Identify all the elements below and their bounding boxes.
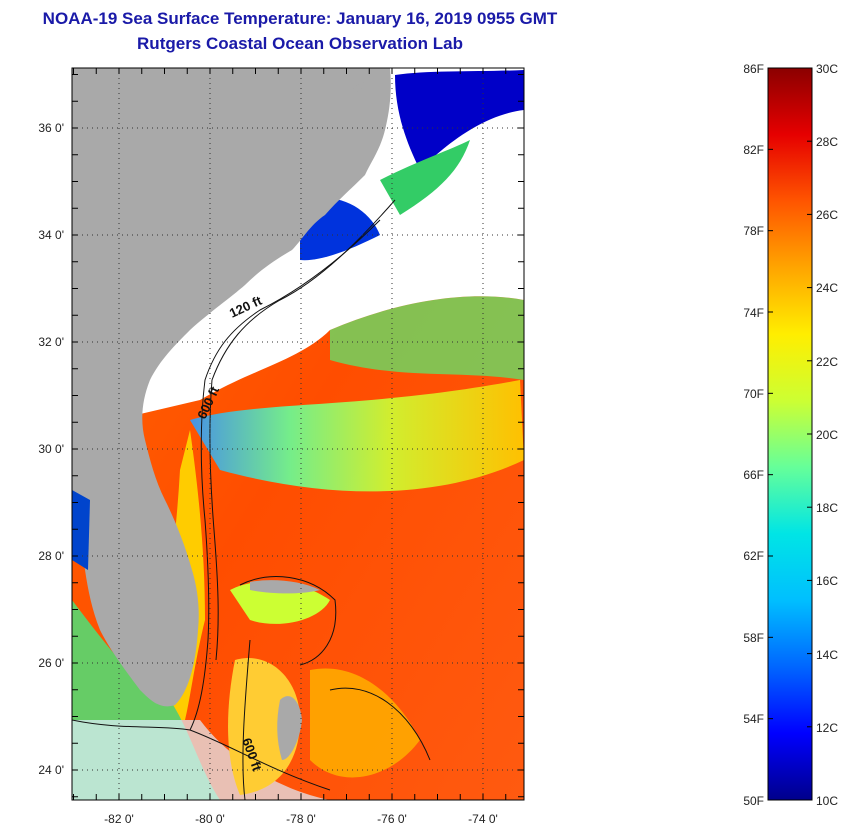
lon-label: -78 0' bbox=[286, 812, 316, 826]
lon-label: -82 0' bbox=[104, 812, 134, 826]
celsius-label: 10C bbox=[816, 794, 838, 808]
contour-bahamas bbox=[239, 576, 431, 800]
celsius-label: 28C bbox=[816, 135, 838, 149]
colorbar-ticks bbox=[768, 67, 812, 801]
celsius-label: 26C bbox=[816, 208, 838, 222]
fahrenheit-label: 58F bbox=[743, 631, 764, 645]
lat-label: 32 0' bbox=[38, 335, 64, 349]
lat-label: 36 0' bbox=[38, 121, 64, 135]
celsius-label: 18C bbox=[816, 501, 838, 515]
lon-label: -80 0' bbox=[195, 812, 225, 826]
fahrenheit-label: 74F bbox=[743, 306, 764, 320]
longitude-axis: -82 0' -80 0' -78 0' -76 0' -74 0' bbox=[104, 812, 498, 826]
outer-banks bbox=[353, 80, 388, 93]
fahrenheit-label: 66F bbox=[743, 468, 764, 482]
map-panel: 120 ft 600 ft 600 ft bbox=[72, 68, 524, 800]
axis-ticks bbox=[72, 68, 524, 800]
cold-shelf-water-north bbox=[395, 70, 524, 170]
contour-600ft bbox=[209, 199, 396, 661]
celsius-label: 14C bbox=[816, 648, 838, 662]
fahrenheit-label: 50F bbox=[743, 794, 764, 808]
bahama-banks-east bbox=[310, 668, 420, 778]
contour-120ft bbox=[189, 219, 381, 731]
graticule bbox=[72, 68, 524, 800]
gulf-stream-edge-north bbox=[380, 140, 470, 215]
celsius-label: 24C bbox=[816, 281, 838, 295]
celsius-label: 20C bbox=[816, 428, 838, 442]
map-title: NOAA-19 Sea Surface Temperature: January… bbox=[42, 9, 558, 28]
lon-label: -76 0' bbox=[377, 812, 407, 826]
lon-label: -74 0' bbox=[468, 812, 498, 826]
fahrenheit-label: 78F bbox=[743, 224, 764, 238]
lat-label: 26 0' bbox=[38, 656, 64, 670]
fahrenheit-label: 82F bbox=[743, 143, 764, 157]
map-frame bbox=[71, 67, 525, 801]
colorbar: 86F 82F 78F 74F 70F 66F 62F 58F 54F 50F … bbox=[743, 62, 838, 808]
us-southeast-land bbox=[72, 68, 391, 707]
gulf-stream-green-band bbox=[330, 296, 524, 380]
contour-florida-straits bbox=[72, 719, 331, 791]
lat-label: 30 0' bbox=[38, 442, 64, 456]
lat-label: 28 0' bbox=[38, 549, 64, 563]
latitude-axis: 36 0' 34 0' 32 0' 30 0' 28 0' 26 0' 24 0… bbox=[38, 121, 64, 777]
celsius-label: 12C bbox=[816, 721, 838, 735]
map-subtitle: Rutgers Coastal Ocean Observation Lab bbox=[137, 34, 463, 53]
lat-label: 34 0' bbox=[38, 228, 64, 242]
gulf-coast-cold-water bbox=[72, 490, 90, 570]
fahrenheit-label: 54F bbox=[743, 712, 764, 726]
lat-label: 24 0' bbox=[38, 763, 64, 777]
colorbar-scale bbox=[767, 67, 813, 801]
mid-temperature-band bbox=[190, 380, 524, 492]
fahrenheit-label: 62F bbox=[743, 549, 764, 563]
fahrenheit-label: 70F bbox=[743, 387, 764, 401]
celsius-label: 30C bbox=[816, 62, 838, 76]
fahrenheit-label: 86F bbox=[743, 62, 764, 76]
celsius-label: 16C bbox=[816, 574, 838, 588]
celsius-label: 22C bbox=[816, 355, 838, 369]
grand-bahama-island bbox=[250, 580, 320, 594]
andros-island bbox=[277, 696, 302, 760]
